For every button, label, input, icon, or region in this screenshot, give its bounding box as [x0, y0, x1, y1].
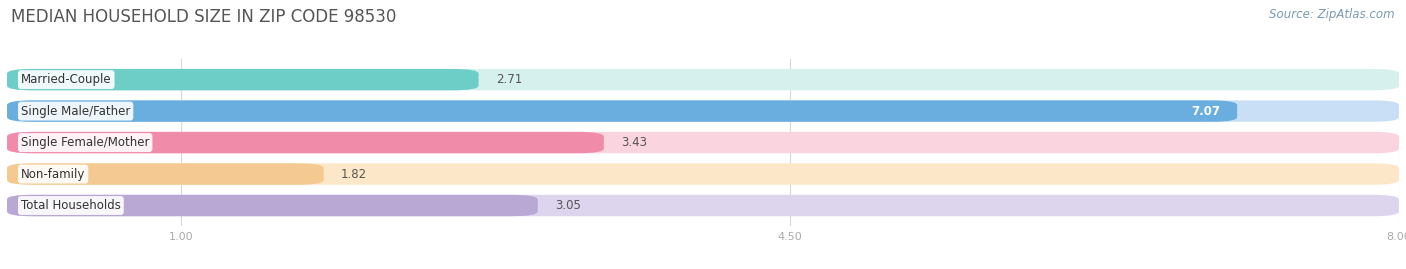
FancyBboxPatch shape — [7, 69, 478, 90]
FancyBboxPatch shape — [7, 100, 1399, 122]
Text: 3.05: 3.05 — [555, 199, 581, 212]
Text: Single Female/Mother: Single Female/Mother — [21, 136, 149, 149]
FancyBboxPatch shape — [7, 100, 1237, 122]
Text: 3.43: 3.43 — [621, 136, 647, 149]
FancyBboxPatch shape — [7, 195, 537, 216]
FancyBboxPatch shape — [7, 132, 1399, 153]
Text: Source: ZipAtlas.com: Source: ZipAtlas.com — [1270, 8, 1395, 21]
Text: Non-family: Non-family — [21, 168, 86, 180]
FancyBboxPatch shape — [7, 163, 1399, 185]
Text: 7.07: 7.07 — [1191, 105, 1220, 118]
Text: Single Male/Father: Single Male/Father — [21, 105, 131, 118]
FancyBboxPatch shape — [7, 195, 1399, 216]
FancyBboxPatch shape — [7, 163, 323, 185]
Text: 1.82: 1.82 — [342, 168, 367, 180]
Text: Total Households: Total Households — [21, 199, 121, 212]
Text: Married-Couple: Married-Couple — [21, 73, 111, 86]
FancyBboxPatch shape — [7, 69, 1399, 90]
FancyBboxPatch shape — [7, 132, 603, 153]
Text: MEDIAN HOUSEHOLD SIZE IN ZIP CODE 98530: MEDIAN HOUSEHOLD SIZE IN ZIP CODE 98530 — [11, 8, 396, 26]
Text: 2.71: 2.71 — [496, 73, 522, 86]
